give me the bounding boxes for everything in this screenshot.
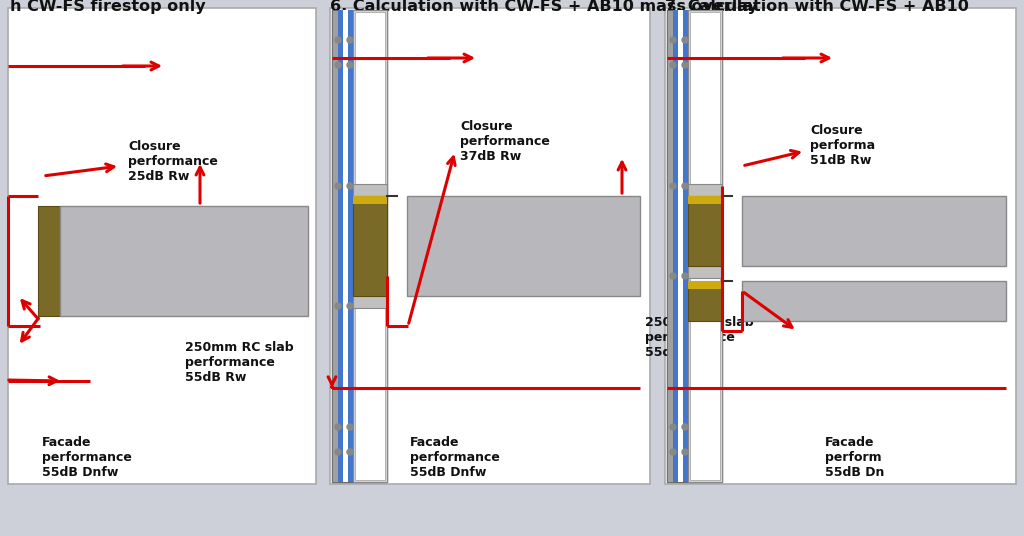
Bar [353,196,387,204]
Circle shape [335,424,341,430]
Text: Facade
performance
55dB Dnfw: Facade performance 55dB Dnfw [410,436,500,479]
Circle shape [670,183,676,189]
Bar [667,10,673,482]
Circle shape [335,62,341,68]
Bar [688,264,722,278]
Bar [60,206,308,316]
Bar [8,8,316,484]
Circle shape [670,62,676,68]
Bar [407,196,640,296]
Bar [683,10,688,482]
Bar [338,10,343,482]
Circle shape [682,449,688,455]
Text: 6. Calculation with CW-FS + AB10 mass overlay: 6. Calculation with CW-FS + AB10 mass ov… [330,0,758,14]
Bar [688,184,722,198]
Circle shape [347,449,353,455]
Text: Closure
performance
25dB Rw: Closure performance 25dB Rw [128,139,218,182]
Bar [332,10,387,482]
Text: Closure
performa
51dB Rw: Closure performa 51dB Rw [810,124,876,167]
Circle shape [670,37,676,43]
Circle shape [347,424,353,430]
Bar [343,10,348,482]
Circle shape [682,37,688,43]
Circle shape [670,424,676,430]
Text: Facade
perform
55dB Dn: Facade perform 55dB Dn [825,436,885,479]
Bar [690,12,720,194]
Text: 250mm RC slab
performance
55dB Rw: 250mm RC slab performance 55dB Rw [185,341,294,384]
Bar [688,196,722,266]
Circle shape [682,183,688,189]
Bar [353,294,387,308]
Bar [688,281,722,321]
Circle shape [682,273,688,279]
Text: 7. Calculation with CW-FS + AB10: 7. Calculation with CW-FS + AB10 [665,0,969,14]
Bar [353,10,387,482]
Bar [667,10,722,482]
Text: 250mm RC slab
performance
55dB Rw: 250mm RC slab performance 55dB Rw [645,316,754,359]
Circle shape [347,183,353,189]
Bar [742,281,1006,321]
Bar [690,268,720,480]
Circle shape [335,449,341,455]
Circle shape [347,37,353,43]
Text: Closure
performance
37dB Rw: Closure performance 37dB Rw [460,120,550,162]
Circle shape [335,37,341,43]
Circle shape [347,303,353,309]
Bar [678,10,683,482]
Bar [355,12,385,194]
Bar [742,196,1006,266]
Circle shape [670,273,676,279]
Bar [688,281,722,289]
Bar [353,184,387,198]
Text: Facade
performance
55dB Dnfw: Facade performance 55dB Dnfw [42,436,132,479]
Bar [688,10,722,482]
Circle shape [347,62,353,68]
Circle shape [335,303,341,309]
Bar [348,10,353,482]
Bar [355,298,385,480]
Circle shape [670,449,676,455]
Bar [673,10,678,482]
Bar [665,8,1016,484]
Bar [353,196,387,296]
Bar [330,8,650,484]
Bar [38,206,60,316]
Bar [688,196,722,204]
Circle shape [682,62,688,68]
Circle shape [682,424,688,430]
Text: h CW-FS firestop only: h CW-FS firestop only [10,0,206,14]
Bar [332,10,338,482]
Circle shape [335,183,341,189]
